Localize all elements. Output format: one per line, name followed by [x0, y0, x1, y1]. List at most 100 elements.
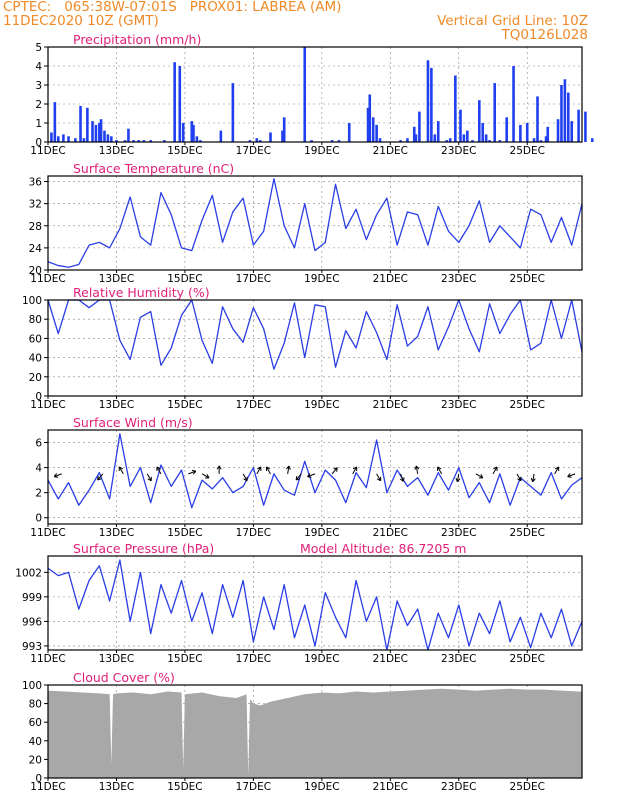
xtick-label: 11DEC: [30, 145, 65, 157]
precip-bar: [132, 140, 135, 142]
ytick-label: 60: [29, 333, 42, 345]
ytick-label: 20: [29, 265, 42, 277]
precip-bar: [178, 66, 182, 142]
series-line: [47, 178, 583, 268]
precip-bar: [433, 134, 437, 142]
ytick-label: 0: [35, 391, 42, 403]
plot-frame: [47, 555, 583, 651]
precip-bar: [94, 124, 98, 142]
ytick-label: 1: [35, 118, 42, 130]
precip-bar: [466, 130, 469, 142]
xtick-label: 11DEC: [30, 273, 65, 285]
precip-bar: [149, 140, 152, 142]
ytick-label: 40: [29, 353, 42, 365]
wind-arrow: [400, 473, 404, 482]
wind-arrow: [331, 467, 338, 475]
xtick-label: 23DEC: [441, 653, 476, 665]
wind-arrow: [256, 466, 262, 475]
wind-arrow-head: [243, 476, 248, 482]
xtick-label: 17DEC: [236, 399, 271, 411]
cloud-area: [48, 688, 582, 778]
wind-arrow-head: [295, 475, 301, 481]
xtick-label: 13DEC: [99, 527, 134, 539]
wind-arrow-head: [376, 476, 382, 482]
wind-arrow-head: [399, 477, 405, 482]
precip-bar: [406, 138, 409, 142]
xtick-label: 15DEC: [167, 527, 202, 539]
wind-arrow: [266, 466, 271, 475]
xtick-label: 25DEC: [510, 527, 545, 539]
xtick-label: 15DEC: [167, 653, 202, 665]
wind-arrow: [567, 473, 576, 478]
wind-arrow-head: [216, 465, 222, 470]
precip-bar: [50, 132, 53, 142]
wind-arrow: [376, 473, 382, 482]
panel-0: 0 1 2 3 4 5 11DEC 13DEC 15DEC 17DEC 19DEC 21DEC 23DE…: [30, 32, 594, 157]
panel-title: Relative Humidity (%): [73, 285, 210, 300]
ytick-label: 3: [35, 80, 42, 92]
wind-arrow-head: [455, 477, 461, 483]
station-title: CPTEC: 065:38W-07:01S PROX01: LABREA (AM…: [3, 0, 342, 15]
precip-bar: [459, 109, 462, 142]
panel-title: Surface Temperature (nC): [73, 161, 234, 176]
wind-arrow: [188, 470, 197, 475]
precip-bar: [536, 96, 539, 142]
wind-arrow-head: [333, 467, 338, 472]
xtick-label: 13DEC: [99, 653, 134, 665]
wind-arrow: [307, 473, 316, 478]
plot-frame: [47, 684, 583, 779]
series-line: [47, 433, 583, 509]
precip-bar: [493, 83, 497, 142]
precip-bar: [103, 130, 106, 142]
precip-bar: [115, 140, 118, 142]
wind-arrow-head: [567, 473, 572, 478]
ytick-label: 4: [35, 61, 42, 73]
precip-bar: [584, 111, 587, 142]
precip-bar: [330, 140, 334, 142]
precip-bar: [82, 138, 86, 142]
precip-bar: [86, 107, 89, 142]
wind-arrow-head: [147, 476, 152, 482]
precip-bar: [110, 136, 113, 142]
precip-bar: [371, 117, 375, 142]
precip-bar: [53, 102, 57, 142]
xtick-label: 13DEC: [99, 399, 134, 411]
xtick-label: 21DEC: [373, 399, 408, 411]
precip-bar: [91, 121, 94, 142]
wind-arrow-head: [97, 475, 102, 481]
wind-arrow-head: [414, 465, 420, 470]
xtick-label: 23DEC: [441, 527, 476, 539]
precip-bar: [181, 123, 185, 142]
grid-note: Vertical Grid Line: 10Z: [437, 13, 588, 29]
precip-bar: [488, 140, 491, 142]
plot-frame: [47, 46, 583, 143]
precip-bar: [269, 132, 272, 142]
wind-arrow-head: [257, 466, 262, 471]
precip-bar: [445, 140, 449, 142]
wind-arrow-head: [204, 474, 210, 479]
precip-bar: [412, 126, 416, 142]
precip-bar: [590, 138, 594, 142]
wind-arrow: [201, 473, 210, 479]
wind-arrow: [516, 473, 522, 482]
precip-bar: [282, 117, 286, 142]
xtick-label: 25DEC: [510, 399, 545, 411]
xtick-label: 11DEC: [30, 527, 65, 539]
wind-arrow: [295, 473, 302, 481]
panel-1: 20 24 28 32 36 11DEC 13DEC 15DEC 17DEC 19DEC 21DEC…: [29, 161, 583, 285]
run-id: TQ0126L028: [501, 27, 588, 43]
wind-arrow-head: [191, 469, 197, 475]
precip-bar: [471, 140, 474, 142]
wind-arrow: [415, 465, 419, 474]
series-line: [47, 299, 583, 370]
precip-bar: [74, 138, 77, 142]
precip-bar: [173, 62, 176, 143]
wind-arrow-head: [156, 466, 161, 471]
precip-bar: [56, 136, 60, 142]
precip-bar: [546, 126, 550, 142]
xtick-label: 15DEC: [167, 145, 202, 157]
precip-bar: [512, 66, 515, 142]
precip-bar: [199, 140, 202, 142]
xtick-label: 15DEC: [167, 273, 202, 285]
precip-bar: [454, 75, 457, 142]
